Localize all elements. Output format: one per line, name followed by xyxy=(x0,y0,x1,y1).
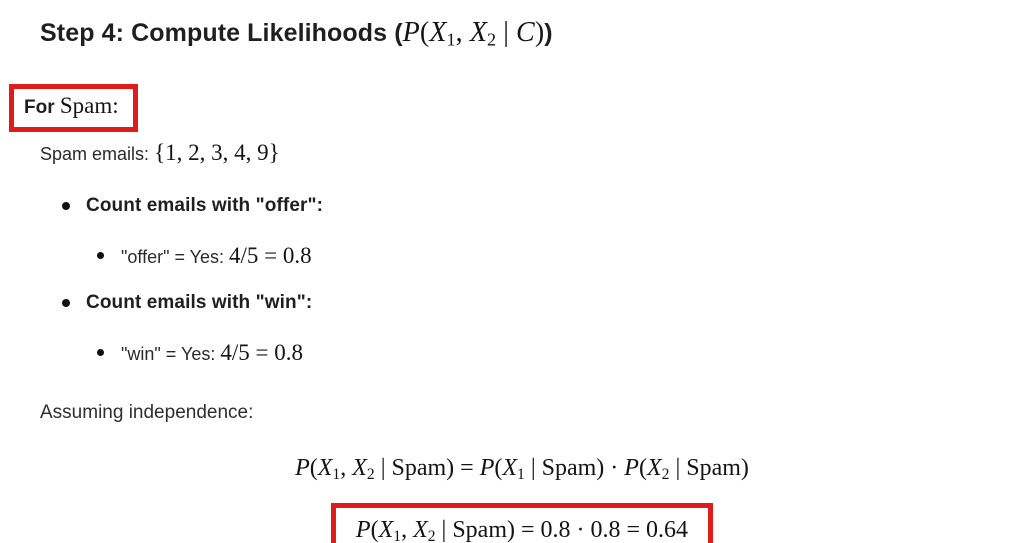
sub-bullet-text: "win" = Yes: xyxy=(121,343,216,364)
equation-product-rule-row: P(X1, X2 | Spam) = P(X1 | Spam) · P(X2 |… xyxy=(0,452,1018,491)
bullet-icon xyxy=(97,348,104,356)
equation-result-row: P(X1, X2 | Spam) = 0.8 · 0.8 = 0.64 xyxy=(0,503,1018,543)
for-spam-highlight-box: For Spam: xyxy=(9,83,138,132)
sub-bullet-math: 4/5 = 0.8 xyxy=(229,242,312,268)
sub-bullet-text: "offer" = Yes: xyxy=(121,246,225,267)
assuming-independence-text: Assuming independence: xyxy=(40,401,254,423)
spam-emails-set: {1, 2, 3, 4, 9} xyxy=(154,139,280,165)
for-spam-row: For Spam: xyxy=(9,83,1018,132)
sub-bullet-content: "win" = Yes: 4/5 = 0.8 xyxy=(121,337,303,371)
bullet-list: Count emails with "offer": "offer" = Yes… xyxy=(0,194,1018,371)
equation-product-rule: P(X1, X2 | Spam) = P(X1 | Spam) · P(X2 |… xyxy=(295,454,749,483)
list-item-count-offer: Count emails with "offer": xyxy=(62,194,1018,218)
page-title: Step 4: Compute Likelihoods (P(X1, X2 | … xyxy=(40,15,1018,58)
result-highlight-box: P(X1, X2 | Spam) = 0.8 · 0.8 = 0.64 xyxy=(330,503,714,543)
spam-class-label: Spam: xyxy=(59,92,119,118)
list-item-count-win: Count emails with "win": xyxy=(62,291,1018,315)
for-label: For xyxy=(24,96,55,118)
list-item-offer-value: "offer" = Yes: 4/5 = 0.8 xyxy=(97,240,1018,274)
spam-emails-line: Spam emails: {1, 2, 3, 4, 9} xyxy=(40,138,1018,171)
bullet-icon xyxy=(62,298,70,307)
sub-bullet-math: 4/5 = 0.8 xyxy=(220,339,303,365)
bullet-icon xyxy=(62,201,70,210)
title-suffix: ) xyxy=(544,19,553,47)
equation-result: P(X1, X2 | Spam) = 0.8 · 0.8 = 0.64 xyxy=(355,517,689,543)
list-item-win-value: "win" = Yes: 4/5 = 0.8 xyxy=(97,337,1018,371)
spam-emails-label: Spam emails: xyxy=(40,143,150,164)
bullet-label: Count emails with "offer": xyxy=(86,194,324,216)
title-math: P(X1, X2 | C) xyxy=(402,17,545,50)
bullet-icon xyxy=(97,251,104,259)
sub-bullet-content: "offer" = Yes: 4/5 = 0.8 xyxy=(121,240,312,274)
title-text: Step 4: Compute Likelihoods ( xyxy=(40,19,403,47)
bullet-label: Count emails with "win": xyxy=(86,291,313,313)
